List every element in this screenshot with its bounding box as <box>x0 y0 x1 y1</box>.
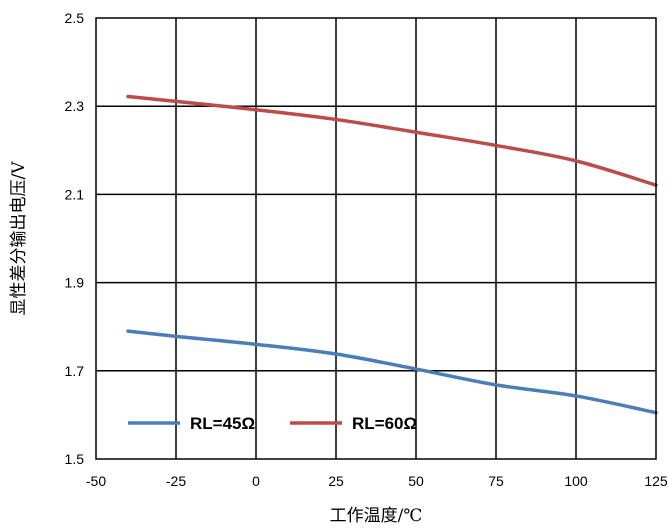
x-tick-label: 100 <box>564 473 588 489</box>
series-line-1 <box>126 94 658 187</box>
y-tick-label: 2.5 <box>65 10 85 26</box>
x-tick-label: 0 <box>252 473 260 489</box>
x-tick-labels: -50 -25 0 25 50 75 100 125 <box>86 473 668 489</box>
y-tick-label: 1.5 <box>65 451 85 467</box>
x-tick-label: 125 <box>644 473 668 489</box>
y-tick-labels: 1.5 1.7 1.9 2.1 2.3 2.5 <box>65 10 85 467</box>
x-tick-label: 50 <box>408 473 424 489</box>
plot-frame <box>95 17 657 460</box>
grid-lines <box>96 18 656 459</box>
legend-label-1: RL=60Ω <box>352 414 417 433</box>
y-tick-label: 2.1 <box>65 186 85 202</box>
series-lines <box>126 94 658 415</box>
y-tick-label: 1.7 <box>65 363 85 379</box>
x-tick-label: 75 <box>488 473 504 489</box>
y-tick-label: 2.3 <box>65 98 85 114</box>
x-tick-label: 25 <box>328 473 344 489</box>
x-axis-title: 工作温度/℃ <box>330 506 423 526</box>
series-line-0 <box>126 329 658 415</box>
x-tick-label: -25 <box>166 473 186 489</box>
x-tick-label: -50 <box>86 473 106 489</box>
y-tick-label: 1.9 <box>65 275 85 291</box>
legend: RL=45Ω RL=60Ω <box>128 414 417 433</box>
legend-label-0: RL=45Ω <box>190 414 255 433</box>
y-axis-title: 显性差分输出电压/V <box>9 161 29 316</box>
